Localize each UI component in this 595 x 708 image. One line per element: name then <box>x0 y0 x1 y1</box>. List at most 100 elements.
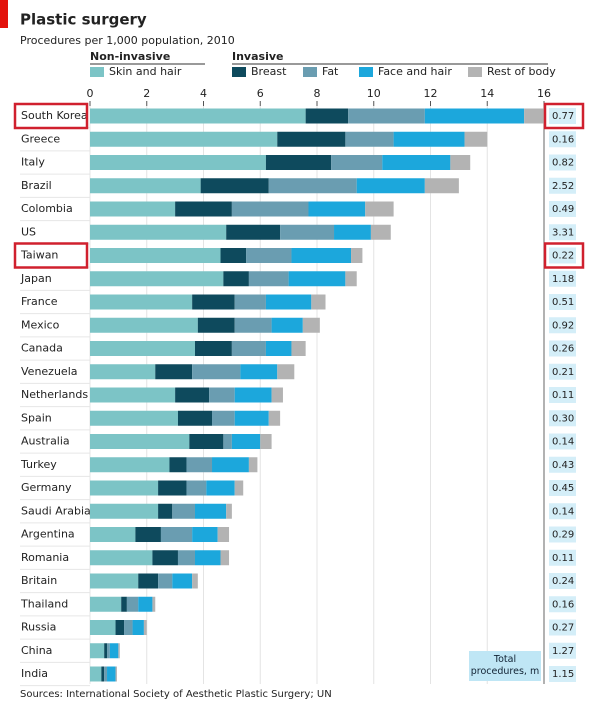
total-box <box>549 456 576 473</box>
total-box <box>549 526 576 543</box>
bar-segment <box>265 341 292 356</box>
bar-segment <box>365 201 394 217</box>
total-box <box>549 317 576 334</box>
bar-segment <box>331 155 383 170</box>
bar-segment <box>90 527 136 542</box>
bar-segment <box>90 155 266 170</box>
y-tick-label: Spain <box>21 411 52 424</box>
y-tick-label: Mexico <box>21 318 60 331</box>
total-box <box>549 642 576 659</box>
total-box <box>549 177 576 194</box>
bar-segment <box>155 364 193 380</box>
y-tick-label: Netherlands <box>21 388 88 401</box>
bar-segment <box>277 364 295 380</box>
highlight-box <box>543 102 585 130</box>
total-box <box>549 247 576 264</box>
bar-segment <box>115 620 125 635</box>
bar-segment <box>189 434 224 449</box>
total-label: 0.51 <box>552 297 574 308</box>
x-tick-label: 8 <box>314 87 321 100</box>
legend-label: Skin and hair <box>109 65 182 78</box>
x-tick-label: 12 <box>424 87 438 100</box>
bar-segment <box>104 666 108 682</box>
bar-segment <box>260 434 272 449</box>
bar-segment <box>234 317 272 333</box>
bar-segment <box>177 410 213 426</box>
bar-segment <box>226 224 281 240</box>
bar-segment <box>302 317 320 333</box>
bar-segment <box>194 503 227 519</box>
bar-segment <box>132 620 144 635</box>
legend-label: Face and hair <box>378 65 452 78</box>
chart-title: Plastic surgery <box>20 11 147 29</box>
bar-segment <box>138 596 153 612</box>
bar-segment <box>231 201 309 217</box>
bar-segment <box>280 224 335 240</box>
total-label: 0.92 <box>552 320 574 331</box>
bar-segment <box>248 457 258 473</box>
bar-segment <box>90 550 153 566</box>
bar-segment <box>175 387 210 403</box>
total-box <box>549 294 576 310</box>
bar-segment <box>90 457 170 473</box>
total-box <box>549 503 576 520</box>
bar-segment <box>192 364 241 380</box>
bar-segment <box>158 503 173 519</box>
bar-segment <box>90 271 224 287</box>
y-tick-label: Saudi Arabia <box>21 504 91 517</box>
bar-segment <box>124 620 133 635</box>
bar-segment <box>118 643 120 659</box>
total-label: 1.27 <box>552 646 574 657</box>
bar-segment <box>143 620 147 635</box>
bar-segment <box>223 434 232 449</box>
total-box <box>549 363 576 380</box>
total-box <box>549 619 576 636</box>
total-box <box>549 387 576 403</box>
bar-segment <box>197 317 235 333</box>
total-label: 1.18 <box>552 274 574 285</box>
total-label: 0.16 <box>552 134 574 145</box>
total-label: 0.22 <box>552 251 574 262</box>
bar-segment <box>291 248 352 263</box>
bar-segment <box>107 643 110 659</box>
total-label: 0.49 <box>552 204 574 215</box>
bar-segment <box>90 317 198 333</box>
legend-label: Rest of body <box>487 65 556 78</box>
bar-segment <box>234 410 269 426</box>
bar-segment <box>192 573 198 589</box>
total-label: 0.43 <box>552 460 574 471</box>
total-label: 1.15 <box>552 669 574 680</box>
bar-segment <box>268 410 281 426</box>
bar-segment <box>90 131 278 147</box>
bar-segment <box>192 294 235 310</box>
total-label: 0.77 <box>552 111 574 122</box>
legend-swatch <box>359 67 373 77</box>
bar-segment <box>393 131 465 147</box>
bar-segment <box>160 527 193 542</box>
bar-segment <box>121 596 127 612</box>
total-label: 0.14 <box>552 506 574 517</box>
bar-segment <box>186 480 207 496</box>
bar-segment <box>277 131 346 147</box>
bar-segment <box>348 108 425 124</box>
bar-segment <box>152 550 178 566</box>
bar-segment <box>126 596 139 612</box>
bar-segment <box>223 271 249 287</box>
bar-segment <box>90 643 105 659</box>
bar-segment <box>90 620 116 635</box>
y-tick-label: Venezuela <box>21 365 78 378</box>
y-tick-label: Turkey <box>20 458 57 471</box>
total-box <box>549 154 576 171</box>
total-box <box>549 433 576 450</box>
y-tick-label: Japan <box>20 272 52 285</box>
bar-segment <box>351 248 363 263</box>
bar-segment <box>464 131 488 147</box>
total-label: 0.30 <box>552 413 574 424</box>
legend-group: Invasive <box>232 50 283 63</box>
total-label: 0.21 <box>552 367 574 378</box>
y-tick-label: Britain <box>21 574 57 587</box>
total-label: 0.82 <box>552 158 574 169</box>
bar-segment <box>90 410 178 426</box>
